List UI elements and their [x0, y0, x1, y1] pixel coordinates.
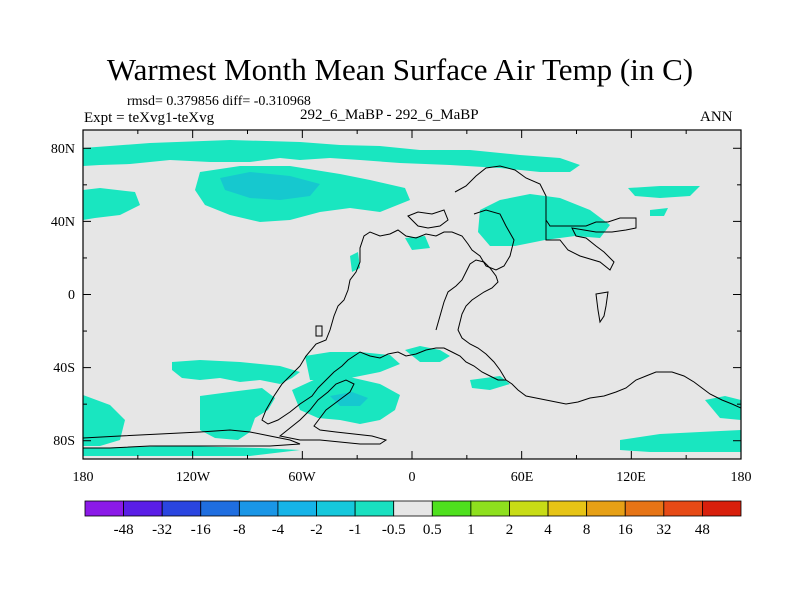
colorbar-label: -48	[114, 522, 134, 538]
axis-ticks	[82, 130, 742, 459]
coastlines	[83, 165, 741, 449]
colorbar-labels: -48 -32 -16 -8 -4 -2 -1 -0.5 0.5 1 2 4 8 16 32 48	[114, 522, 710, 538]
colorbar-label: 1	[467, 522, 475, 538]
colorbar-swatch	[161, 500, 202, 517]
coastline-gondwana	[261, 209, 741, 425]
lon-tick-label: 120E	[616, 470, 646, 485]
anomaly-region-south-atlantic	[405, 346, 450, 362]
colorbar-label: -4	[272, 522, 285, 538]
lat-tick-label: 80S	[53, 434, 75, 449]
coastline-laurasia	[454, 165, 637, 271]
lon-tick-label: 180	[73, 470, 94, 485]
plot-title: Warmest Month Mean Surface Air Temp (in …	[106, 52, 694, 87]
colorbar	[84, 500, 742, 517]
coastline-antarctic-b	[83, 429, 301, 449]
anomaly-region-mid-east	[405, 236, 430, 250]
colorbar-label: 2	[506, 522, 514, 538]
anomaly-region-arctic	[83, 140, 580, 172]
colorbar-swatch	[316, 500, 356, 517]
colorbar-swatch	[393, 500, 433, 517]
colorbar-label: -1	[349, 522, 362, 538]
colorbar-label: 48	[695, 522, 710, 538]
colorbar-label: 4	[544, 522, 552, 538]
lon-tick-label: 0	[409, 470, 416, 485]
colorbar-swatch	[470, 500, 510, 517]
colorbar-swatch	[123, 500, 163, 517]
case-label: 292_6_MaBP - 292_6_MaBP	[300, 107, 479, 123]
colorbar-label: -0.5	[382, 522, 406, 538]
anomaly-region-east-edge	[705, 396, 741, 420]
colorbar-label: -8	[233, 522, 246, 538]
anomaly-region-antarctic-west	[200, 388, 275, 440]
lat-tick-label: 0	[68, 288, 75, 303]
colorbar-swatch	[200, 500, 240, 517]
strong-anomaly-north	[220, 172, 320, 200]
anomaly-shading	[83, 140, 741, 456]
lon-tick-label: 180	[731, 470, 752, 485]
coastline-island-north	[407, 209, 449, 229]
anomaly-region-south-pacific	[172, 360, 300, 384]
anomaly-region-far-east	[650, 208, 668, 216]
anomaly-region-eurasia	[478, 194, 610, 246]
colorbar-label: 32	[656, 522, 671, 538]
coastline-inner-sea	[435, 259, 507, 381]
colorbar-swatch	[509, 500, 549, 517]
strong-anomaly-south	[330, 392, 368, 406]
lon-tick-label: 60E	[511, 470, 534, 485]
colorbar-label: 0.5	[423, 522, 442, 538]
colorbar-label: -32	[152, 522, 172, 538]
colorbar-swatch	[702, 500, 742, 517]
colorbar-swatch	[238, 500, 279, 517]
anomaly-region-south-america	[305, 352, 400, 380]
lat-tick-label: 40N	[51, 215, 75, 230]
coastline-island-east	[595, 291, 609, 324]
season-label: ANN	[700, 109, 733, 125]
colorbar-swatch	[277, 500, 317, 517]
anomaly-region-southeast-band	[620, 430, 741, 452]
stats-label: rmsd= 0.379856 diff= -0.310968	[127, 94, 311, 109]
experiment-label: Expt = teXvg1-teXvg	[84, 110, 215, 126]
anomaly-region-north-pacific	[83, 188, 140, 220]
colorbar-swatch	[84, 500, 124, 517]
colorbar-label: -16	[191, 522, 211, 538]
lon-tick-label: 60W	[288, 470, 316, 485]
map-background	[83, 130, 741, 459]
anomaly-region-polar-south	[83, 446, 300, 456]
lat-tick-label: 40S	[53, 361, 75, 376]
colorbar-swatch	[586, 500, 626, 517]
colorbar-label: 16	[618, 522, 634, 538]
colorbar-swatch	[431, 500, 472, 517]
colorbar-swatch	[663, 500, 703, 517]
lon-tick-label: 120W	[176, 470, 211, 485]
coastline-antarctic-a	[278, 379, 388, 445]
anomaly-region-east-asia	[628, 186, 700, 198]
colorbar-swatch	[624, 500, 665, 517]
colorbar-label: 8	[583, 522, 591, 538]
anomaly-region-southwest	[83, 395, 125, 446]
lat-tick-label: 80N	[51, 142, 75, 157]
coastline-island-west	[315, 325, 323, 337]
colorbar-label: -2	[310, 522, 323, 538]
colorbar-swatch	[547, 500, 588, 517]
colorbar-swatch	[354, 500, 395, 517]
